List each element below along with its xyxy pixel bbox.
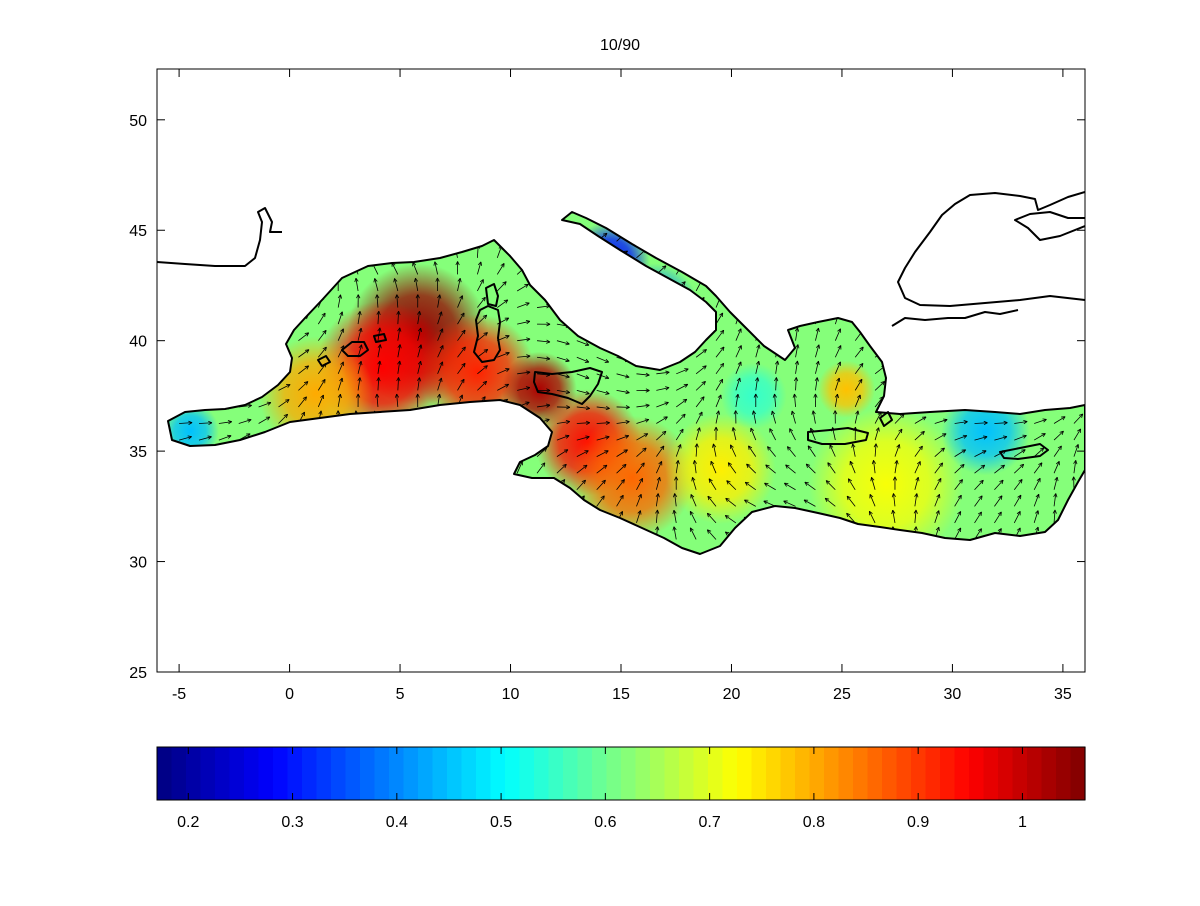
colorbar-swatch <box>723 747 738 800</box>
colorbar-swatch <box>1071 747 1086 800</box>
colorbar-swatch <box>897 747 912 800</box>
colorbar-swatch <box>650 747 665 800</box>
colorbar-swatch <box>201 747 216 800</box>
y-tick-label: 35 <box>129 444 147 461</box>
y-tick-label: 50 <box>129 113 147 130</box>
x-tick-label: 20 <box>723 686 741 703</box>
x-tick-label: 10 <box>502 686 520 703</box>
colorbar-swatch <box>969 747 984 800</box>
colorbar-swatch <box>491 747 506 800</box>
x-tick-label: -5 <box>172 686 186 703</box>
colorbar-swatch <box>462 747 477 800</box>
colorbar-tick-label: 0.2 <box>177 814 199 831</box>
colorbar-swatch <box>273 747 288 800</box>
colorbar-swatch <box>549 747 564 800</box>
colorbar-swatch <box>752 747 767 800</box>
colorbar-swatch <box>476 747 491 800</box>
colorbar-swatch <box>447 747 462 800</box>
x-tick-label: 35 <box>1054 686 1072 703</box>
colorbar-swatch <box>433 747 448 800</box>
colorbar-swatch <box>795 747 810 800</box>
colorbar-swatch <box>882 747 897 800</box>
colorbar-swatch <box>839 747 854 800</box>
colorbar-swatch <box>1056 747 1071 800</box>
colorbar-tick-label: 0.8 <box>803 814 825 831</box>
colorbar-swatch <box>1042 747 1057 800</box>
colorbar-swatch <box>1027 747 1042 800</box>
colorbar-swatch <box>694 747 709 800</box>
colorbar-swatch <box>302 747 317 800</box>
colorbar-swatch <box>607 747 622 800</box>
colorbar-tick-label: 0.7 <box>699 814 721 831</box>
x-tick-label: 5 <box>396 686 405 703</box>
x-tick-label: 0 <box>285 686 294 703</box>
colorbar-swatch <box>389 747 404 800</box>
colorbar-tick-label: 1 <box>1018 814 1027 831</box>
colorbar-swatch <box>215 747 230 800</box>
x-tick-label: 25 <box>833 686 851 703</box>
colorbar-swatch <box>636 747 651 800</box>
colorbar-tick-label: 0.6 <box>594 814 616 831</box>
colorbar-swatch <box>708 747 723 800</box>
x-tick-label: 30 <box>944 686 962 703</box>
colorbar-swatch <box>230 747 245 800</box>
colorbar-swatch <box>317 747 332 800</box>
colorbar-swatch <box>505 747 520 800</box>
colorbar-swatch <box>824 747 839 800</box>
colorbar-swatch <box>346 747 361 800</box>
colorbar <box>157 747 1086 800</box>
colorbar-swatch <box>259 747 274 800</box>
field-blob <box>720 363 786 429</box>
colorbar-swatch <box>157 747 172 800</box>
colorbar-swatch <box>737 747 752 800</box>
colorbar-swatch <box>375 747 390 800</box>
colorbar-tick-label: 0.4 <box>386 814 408 831</box>
colorbar-tick-label: 0.9 <box>907 814 929 831</box>
colorbar-swatch <box>810 747 825 800</box>
chart-title: 10/90 <box>600 37 640 54</box>
colorbar-swatch <box>172 747 187 800</box>
colorbar-swatch <box>781 747 796 800</box>
colorbar-swatch <box>940 747 955 800</box>
colorbar-swatch <box>955 747 970 800</box>
colorbar-swatch <box>665 747 680 800</box>
x-tick-label: 15 <box>612 686 630 703</box>
colorbar-tick-label: 0.3 <box>281 814 303 831</box>
colorbar-swatch <box>186 747 201 800</box>
colorbar-swatch <box>418 747 433 800</box>
field-blob <box>818 361 875 418</box>
colorbar-swatch <box>998 747 1013 800</box>
colorbar-swatch <box>404 747 419 800</box>
colorbar-swatch <box>911 747 926 800</box>
colorbar-swatch <box>360 747 375 800</box>
colorbar-swatch <box>331 747 346 800</box>
colorbar-swatch <box>984 747 999 800</box>
colorbar-swatch <box>853 747 868 800</box>
colorbar-swatch <box>592 747 607 800</box>
colorbar-swatch <box>288 747 303 800</box>
colorbar-swatch <box>621 747 636 800</box>
colorbar-swatch <box>679 747 694 800</box>
colorbar-swatch <box>926 747 941 800</box>
colorbar-swatch <box>563 747 578 800</box>
colorbar-tick-label: 0.5 <box>490 814 512 831</box>
y-tick-label: 45 <box>129 223 147 240</box>
colorbar-swatch <box>244 747 259 800</box>
colorbar-swatch <box>534 747 549 800</box>
colorbar-swatch <box>1013 747 1028 800</box>
y-tick-label: 40 <box>129 334 147 351</box>
colorbar-swatch <box>766 747 781 800</box>
y-tick-label: 30 <box>129 555 147 572</box>
colorbar-swatch <box>520 747 535 800</box>
y-tick-label: 25 <box>129 665 147 682</box>
colorbar-swatch <box>868 747 883 800</box>
colorbar-swatch <box>578 747 593 800</box>
